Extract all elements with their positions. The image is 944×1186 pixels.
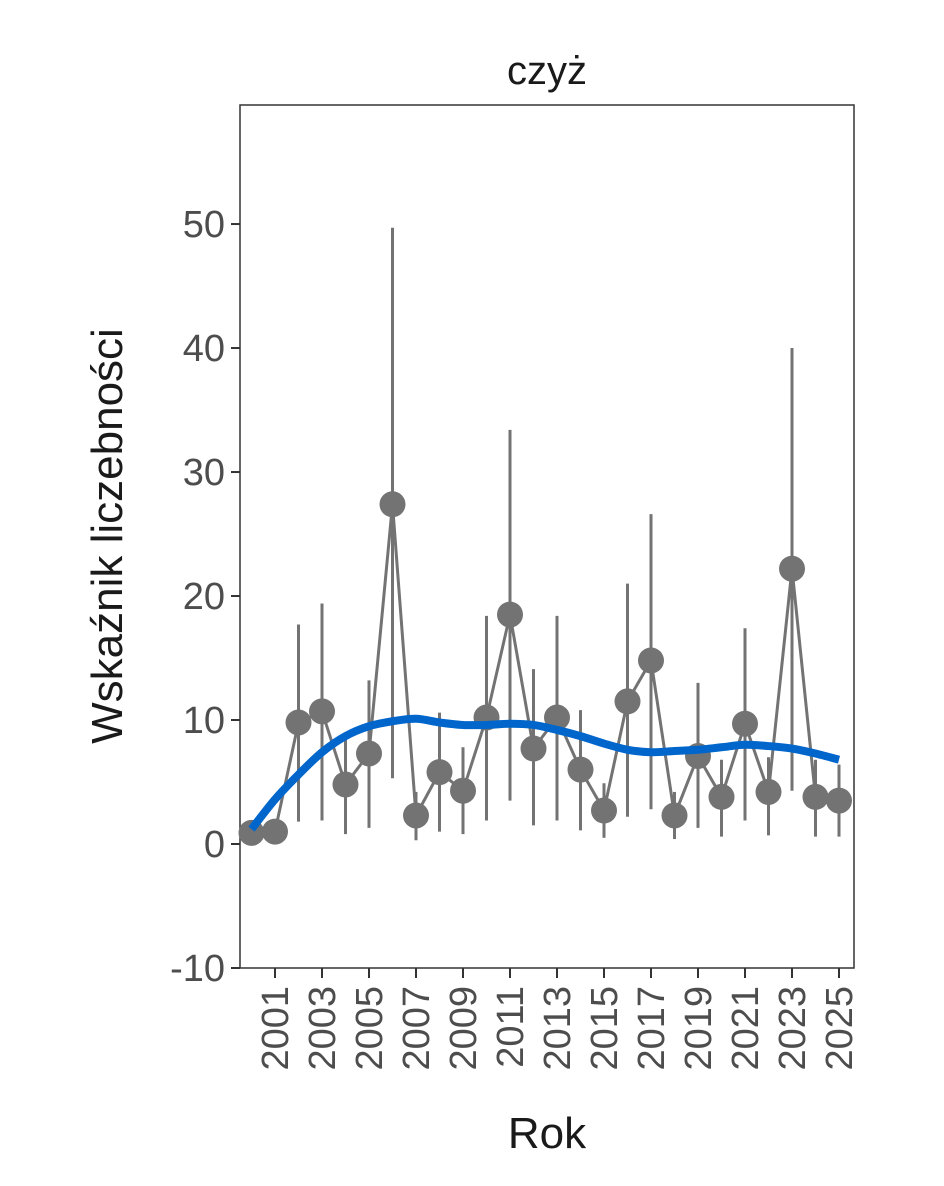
data-point — [826, 787, 852, 814]
plot-panel — [239, 104, 855, 969]
data-point — [497, 601, 523, 628]
x-tick-label: 2025 — [819, 986, 861, 1071]
x-tick-label: 2009 — [443, 986, 485, 1071]
data-point — [779, 555, 805, 582]
data-point — [614, 688, 641, 715]
data-point — [356, 740, 382, 767]
data-point — [309, 698, 335, 725]
data-point — [755, 778, 782, 805]
data-point — [544, 704, 570, 731]
data-point — [638, 647, 664, 674]
data-point — [262, 818, 288, 845]
x-tick-label: 2013 — [537, 986, 579, 1071]
x-tick-label: 2019 — [678, 986, 720, 1071]
y-tick-label: 30 — [183, 452, 225, 494]
x-axis-title: Rok — [508, 1109, 587, 1158]
x-tick-label: 2005 — [349, 986, 391, 1071]
y-tick-label: 20 — [183, 576, 225, 618]
data-point — [520, 735, 547, 762]
y-tick-label: 50 — [183, 204, 225, 246]
data-point — [379, 491, 406, 518]
x-tick-label: 2003 — [302, 986, 344, 1071]
data-point — [661, 802, 688, 829]
x-tick-label: 2017 — [631, 986, 673, 1071]
x-tick-label: 2023 — [772, 986, 814, 1071]
x-tick-label: 2015 — [584, 986, 626, 1071]
data-point — [567, 756, 594, 783]
y-tick-label: 0 — [204, 824, 225, 866]
x-tick-label: 2001 — [255, 986, 297, 1071]
data-point — [708, 783, 735, 810]
y-axis: -10 0 10 20 30 40 50 — [170, 204, 240, 990]
data-point — [332, 771, 359, 798]
trend-line — [248, 714, 841, 832]
x-tick-label: 2011 — [490, 986, 532, 1068]
x-tick-label: 2021 — [725, 986, 767, 1071]
chart-title: czyż — [507, 49, 587, 93]
x-axis: 2001 2003 2005 2007 2009 2011 2013 2015 2017 2019… — [255, 968, 861, 1071]
data-point — [285, 709, 312, 736]
data-point — [403, 802, 429, 829]
data-point — [426, 759, 453, 786]
data-point — [802, 783, 829, 810]
y-axis-title: Wskaźnik liczebności — [83, 328, 132, 744]
y-tick-label: 10 — [183, 700, 225, 742]
y-tick-label: 40 — [183, 328, 225, 370]
data-point — [591, 797, 617, 824]
x-tick-label: 2007 — [396, 986, 438, 1071]
data-point — [450, 777, 476, 804]
y-tick-label: -10 — [170, 948, 225, 990]
plot-marks — [238, 227, 852, 846]
data-point — [732, 710, 758, 737]
